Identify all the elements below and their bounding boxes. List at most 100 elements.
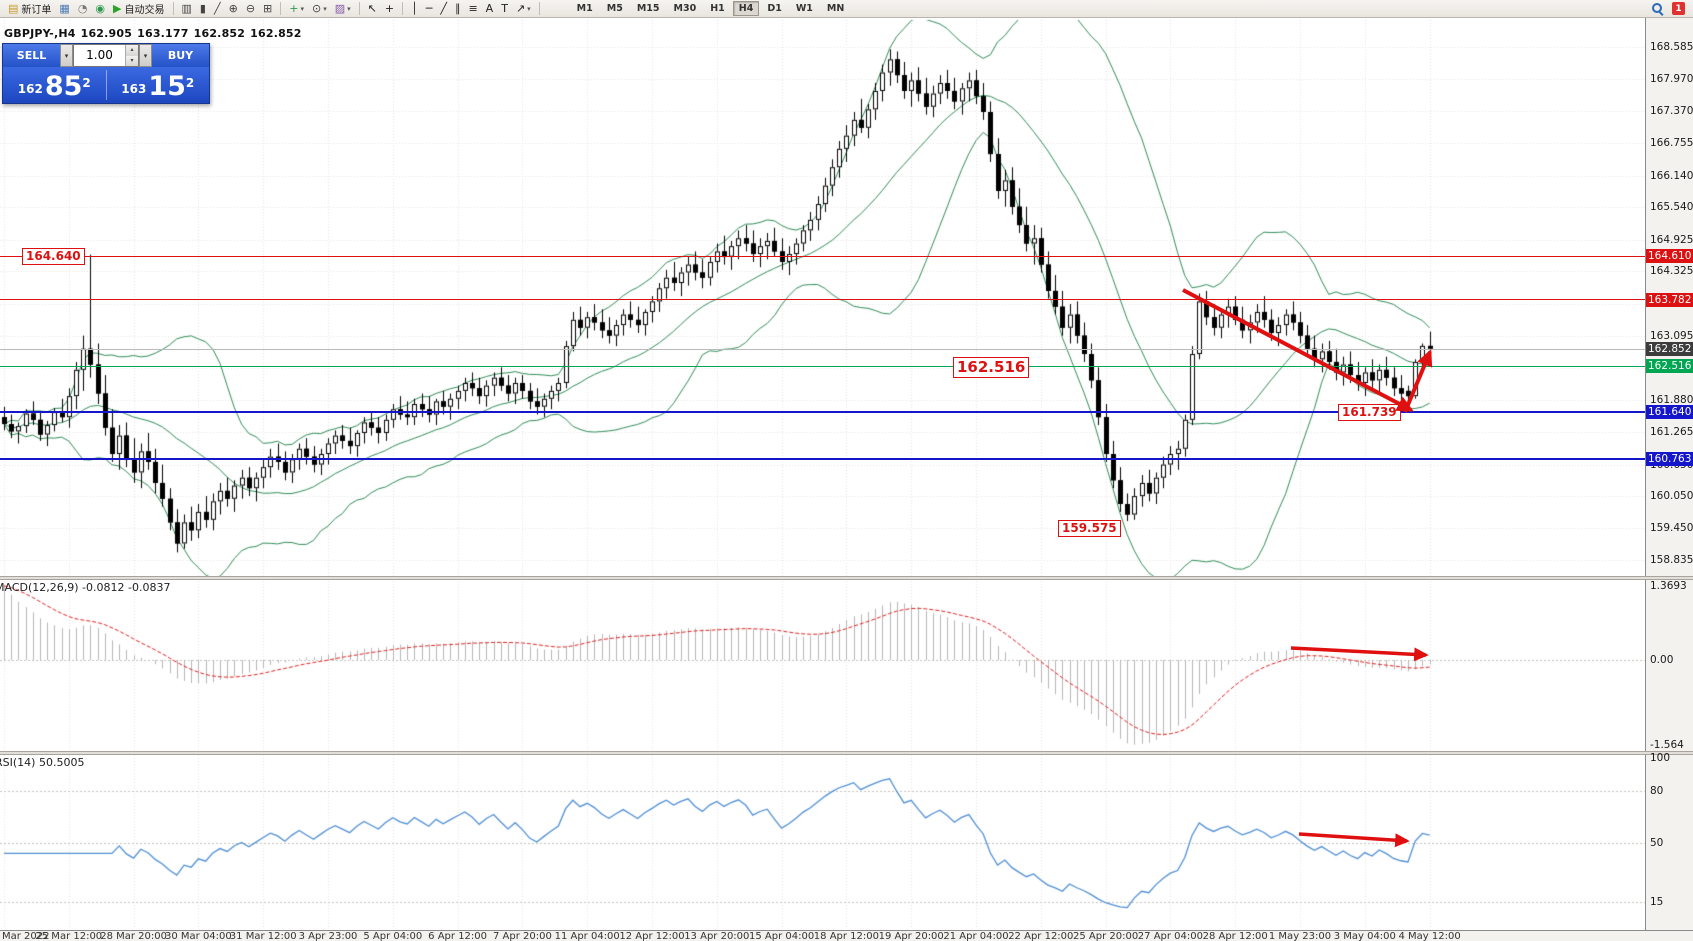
timeframe-mn-button[interactable]: MN	[826, 3, 845, 14]
crosshair-button[interactable]: +	[382, 0, 397, 17]
dropdown-caret-icon: ▾	[527, 4, 531, 13]
horizontal-line-icon: ─	[425, 2, 433, 15]
timeframe-w1-button[interactable]: W1	[795, 3, 813, 14]
timeframe-d1-button[interactable]: D1	[767, 3, 782, 14]
fibonacci-button[interactable]: ≡	[465, 0, 480, 17]
timeframe-h4-button[interactable]: H4	[732, 1, 760, 16]
tile-windows-button[interactable]: ⊞	[260, 0, 275, 17]
templates-button[interactable]: ▨ ▾	[332, 0, 354, 17]
horizontal-line-button[interactable]: ─	[423, 0, 436, 17]
candlestick-icon: ▮	[199, 2, 206, 15]
timeframe-h1-button[interactable]: H1	[710, 3, 725, 14]
macd-indicator-label: MACD(12,26,9) -0.0812 -0.0837	[0, 581, 170, 594]
vertical-line-icon: │	[411, 2, 418, 15]
time-axis[interactable]	[0, 930, 1693, 941]
buy-dropdown[interactable]: ▾	[139, 44, 152, 67]
timeframe-m5-button[interactable]: M5	[606, 3, 623, 14]
zoom-in-button[interactable]: ⊕	[226, 0, 241, 17]
chevron-down-icon: ▾	[143, 51, 148, 60]
timeframe-m1-button[interactable]: M1	[576, 3, 593, 14]
rsi-panel-splitter[interactable]	[0, 751, 1693, 755]
arrows-tool-button[interactable]: ↗ ▾	[513, 0, 534, 17]
high-value: 163.177	[137, 27, 189, 40]
price-divider	[105, 70, 107, 100]
indicators-button[interactable]: + ▾	[286, 0, 307, 17]
channel-button[interactable]: ∥	[452, 0, 464, 17]
bar-chart-mode-button[interactable]: ▥	[179, 0, 195, 17]
arrow-tool-icon: ↗	[515, 2, 526, 15]
new-order-button-label: 新订单	[21, 5, 52, 16]
clock-icon: ⊙	[311, 2, 322, 15]
buy-price-button[interactable]: 163 15 2	[107, 67, 210, 103]
buy-price-sup: 2	[185, 76, 195, 90]
dropdown-caret-icon: ▾	[347, 4, 351, 13]
close-value: 162.852	[250, 27, 302, 40]
volume-input[interactable]: 1.00 ▴ ▾	[73, 44, 139, 67]
refresh-icon: ◔	[77, 2, 88, 15]
macd-main-value: -0.0812	[82, 581, 125, 594]
text-label-button[interactable]: T	[498, 0, 511, 17]
dropdown-caret-icon: ▾	[300, 4, 304, 13]
volume-up-icon[interactable]: ▴	[126, 45, 138, 56]
hline-163782[interactable]	[0, 299, 1645, 301]
hline-162516[interactable]	[0, 365, 1645, 367]
search-icon[interactable]	[1651, 2, 1664, 15]
candlestick-mode-button[interactable]: ▮	[197, 0, 209, 17]
channel-icon: ∥	[454, 2, 461, 15]
notification-badge[interactable]: 1	[1672, 2, 1685, 15]
text-label-icon: T	[501, 2, 508, 15]
template-icon: ▨	[334, 2, 346, 15]
bar-chart-icon: ▥	[181, 2, 192, 15]
refresh-button[interactable]: ◔	[75, 0, 91, 17]
zoom-out-button[interactable]: ⊖	[243, 0, 258, 17]
new-order-button[interactable]: ▤ 新订单	[5, 0, 54, 17]
toolbar-separator	[402, 2, 404, 15]
sell-price-button[interactable]: 162 85 2	[3, 67, 106, 103]
toolbar-separator	[172, 2, 174, 15]
hline-164610[interactable]	[0, 255, 1645, 257]
line-chart-mode-button[interactable]: ╱	[211, 0, 224, 17]
rsi-name: RSI(14)	[0, 756, 36, 769]
toolbar-separator	[280, 2, 282, 15]
volume-value: 1.00	[86, 48, 113, 62]
zoom-in-icon: ⊕	[228, 2, 238, 15]
charts-button[interactable]: ▦	[56, 0, 72, 17]
trendline-icon: ╱	[440, 2, 447, 15]
indicator-plus-icon: +	[289, 2, 299, 15]
buy-button[interactable]: BUY	[152, 44, 209, 67]
periods-button[interactable]: ⊙ ▾	[309, 0, 330, 17]
cursor-arrow-icon: ↖	[367, 2, 377, 15]
timeframe-m30-button[interactable]: M30	[673, 3, 697, 14]
charts-grid-icon: ▦	[59, 2, 70, 15]
order-doc-icon: ▤	[8, 2, 19, 15]
buy-price-prefix: 163	[121, 82, 147, 96]
timeframe-m15-button[interactable]: M15	[636, 3, 660, 14]
text-button[interactable]: A	[483, 0, 497, 17]
trendline-button[interactable]: ╱	[437, 0, 450, 17]
chevron-down-icon: ▾	[64, 51, 69, 60]
hline-161640[interactable]	[0, 411, 1645, 414]
hline-160763[interactable]	[0, 457, 1645, 460]
macd-panel-splitter[interactable]	[0, 576, 1693, 580]
sell-price-big: 85	[44, 71, 83, 102]
bid-price-line	[0, 348, 1645, 350]
signals-button[interactable]: ◉	[92, 0, 108, 17]
open-value: 162.905	[80, 27, 133, 40]
toolbar-separator	[358, 2, 360, 15]
toolbar: ▤ 新订单 ▦ ◔ ◉ ▶ 自动交易 ▥ ▮ ╱ ⊕ ⊖ ⊞ + ▾ ⊙ ▾ ▨ ▾ ↖ + │ ─ ╱ ∥ ≡ A T ↗ ▾ M1 M5 M…	[0, 0, 1693, 18]
macd-name: MACD(12,26,9)	[0, 581, 79, 594]
autotrading-button[interactable]: ▶ 自动交易	[110, 0, 167, 17]
cursor-button[interactable]: ↖	[365, 0, 380, 17]
vertical-line-button[interactable]: │	[408, 0, 421, 17]
buy-price-big: 15	[148, 71, 186, 102]
rsi-indicator-label: RSI(14) 50.5005	[0, 756, 84, 769]
sell-button[interactable]: SELL	[3, 44, 60, 67]
sell-dropdown[interactable]: ▾	[60, 44, 73, 67]
fibonacci-icon: ≡	[468, 2, 478, 15]
timeframe-group: M1 M5 M15 M30 H1 H4 D1 W1 MN	[570, 1, 852, 16]
macd-signal-value: -0.0837	[128, 581, 171, 594]
volume-down-icon[interactable]: ▾	[126, 55, 138, 66]
sell-price-sup: 2	[82, 76, 91, 90]
price-axis[interactable]	[1645, 18, 1693, 941]
